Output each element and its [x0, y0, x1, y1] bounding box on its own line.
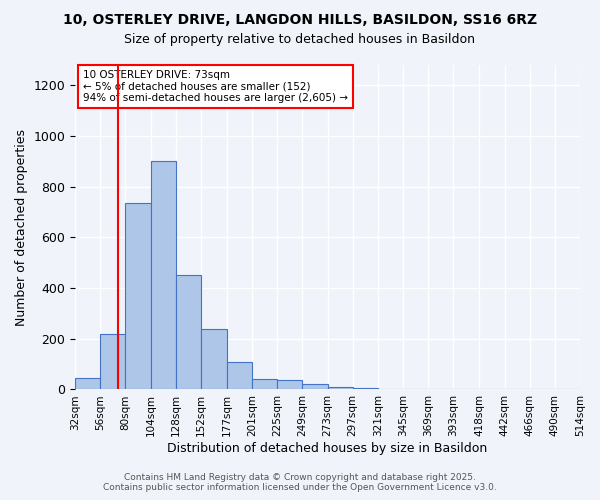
Bar [125, 203, 151, 390]
Bar [151, 162, 176, 390]
Bar [100, 334, 125, 390]
Bar [277, 380, 302, 390]
Y-axis label: Number of detached properties: Number of detached properties [15, 128, 28, 326]
Bar [353, 388, 378, 390]
Bar [176, 276, 201, 390]
Bar [201, 329, 227, 390]
Bar [252, 379, 277, 390]
Text: 10 OSTERLEY DRIVE: 73sqm
← 5% of detached houses are smaller (152)
94% of semi-d: 10 OSTERLEY DRIVE: 73sqm ← 5% of detache… [83, 70, 348, 103]
X-axis label: Distribution of detached houses by size in Basildon: Distribution of detached houses by size … [167, 442, 488, 455]
Text: Size of property relative to detached houses in Basildon: Size of property relative to detached ho… [125, 32, 476, 46]
Text: 10, OSTERLEY DRIVE, LANGDON HILLS, BASILDON, SS16 6RZ: 10, OSTERLEY DRIVE, LANGDON HILLS, BASIL… [63, 12, 537, 26]
Text: Contains HM Land Registry data © Crown copyright and database right 2025.
Contai: Contains HM Land Registry data © Crown c… [103, 473, 497, 492]
Bar [227, 362, 252, 390]
Bar [328, 387, 353, 390]
Bar [302, 384, 328, 390]
Bar [75, 378, 100, 390]
